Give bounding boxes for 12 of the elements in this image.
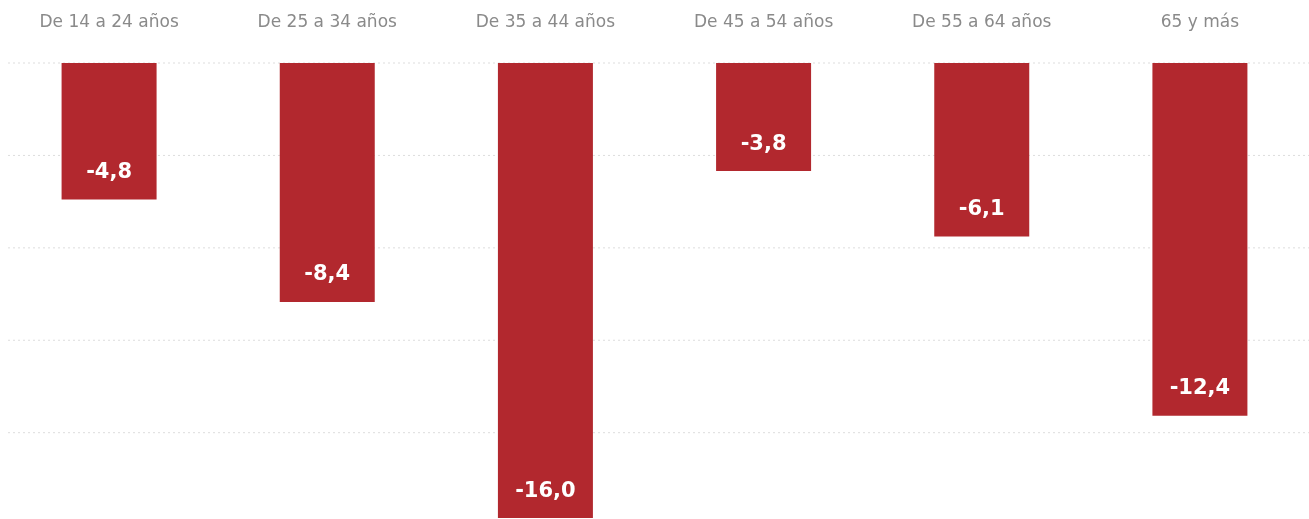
data-label: -8,4 [304,261,351,286]
data-label: -16,0 [515,477,576,502]
data-label: -12,4 [1169,375,1231,400]
x-tick-label: 65 y más [1160,10,1240,31]
x-tick-label: De 55 a 64 años [912,10,1052,31]
data-label: -4,8 [86,159,133,183]
x-tick-label: De 14 a 24 años [39,10,179,31]
x-tick-label: De 25 a 34 años [257,10,398,31]
data-label: -3,8 [740,130,787,155]
x-tick-label: De 35 a 44 años [475,10,616,31]
x-tick-label: De 45 a 54 años [693,10,834,31]
data-label: -6,1 [958,195,1005,220]
